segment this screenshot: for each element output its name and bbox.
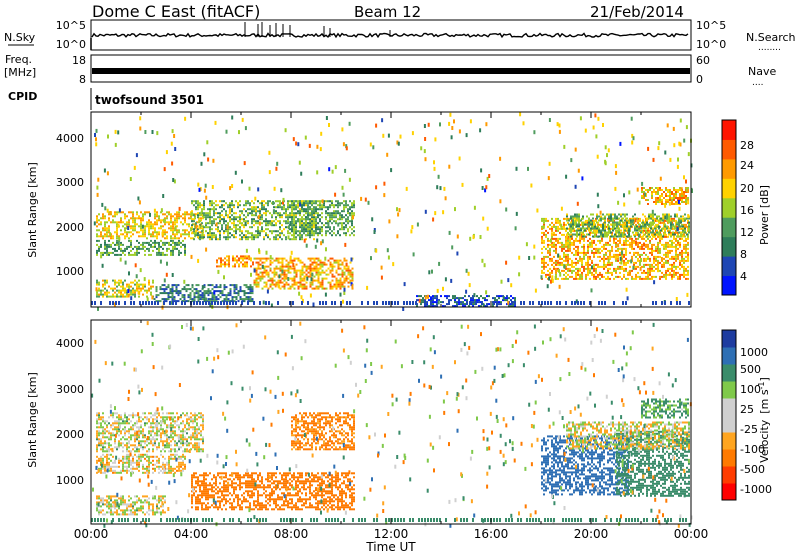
- velocity-data: [91, 321, 693, 528]
- power-cbar-tick-20: 20: [740, 182, 754, 195]
- power-colorbar-ticks: 28 24 20 16 12 8 4: [740, 139, 754, 283]
- beam-title: Beam 12: [354, 3, 421, 21]
- vel-ytick-4000: 4000: [56, 337, 84, 350]
- power-cbar-tick-24: 24: [740, 159, 754, 172]
- vel-cbar-tick-100: 100: [740, 383, 761, 396]
- xaxis-label: Time UT: [365, 540, 416, 554]
- nsearch-label: N.Search: [746, 31, 796, 44]
- nsearch-legend-dots: ........: [758, 43, 781, 53]
- nsky-trace: [90, 22, 689, 50]
- nsearch-tick-bottom: 10^0: [696, 38, 726, 51]
- power-colorbar-label: Power [dB]: [758, 185, 771, 245]
- cpid-program: twofsound 3501: [95, 93, 204, 107]
- power-ytick-4000: 4000: [56, 132, 84, 145]
- power-cbar-tick-28: 28: [740, 139, 754, 152]
- xtick-0400: 04:00: [174, 527, 209, 541]
- vel-cbar-tick-25: 25: [740, 403, 754, 416]
- freq-trace: [92, 68, 690, 74]
- vel-cbar-tick-m500: -500: [740, 463, 765, 476]
- vel-ytick-2000: 2000: [56, 428, 84, 441]
- power-ytick-3000: 3000: [56, 176, 84, 189]
- power-ytick-2000: 2000: [56, 221, 84, 234]
- power-cbar-tick-12: 12: [740, 226, 754, 239]
- power-ytick-1000: 1000: [56, 265, 84, 278]
- freq-tick-bottom: 8: [79, 73, 86, 86]
- freq-tick-top: 18: [72, 54, 86, 67]
- xtick-1600: 16:00: [474, 527, 509, 541]
- xtick-0000: 00:00: [74, 527, 109, 541]
- nsearch-tick-top: 10^5: [696, 19, 726, 32]
- vel-cbar-tick-1000: 1000: [740, 346, 768, 359]
- power-colorbar: [721, 119, 737, 296]
- nave-tick-top: 60: [696, 54, 710, 67]
- nsky-tick-bottom: 10^0: [56, 38, 86, 51]
- nsky-tick-top: 10^5: [56, 19, 86, 32]
- velocity-colorbar: [721, 329, 737, 501]
- vel-ytick-3000: 3000: [56, 383, 84, 396]
- cpid-label: CPID: [8, 90, 37, 103]
- power-cbar-tick-16: 16: [740, 204, 754, 217]
- vel-cbar-tick-m25: -25: [740, 423, 758, 436]
- time-ticks: [90, 112, 692, 524]
- velocity-ylabel: Slant Range [km]: [26, 372, 39, 468]
- vel-cbar-tick-m100: -100: [740, 443, 765, 456]
- velocity-colorbar-ticks: 1000 500 100 25 -25 -100 -500 -1000: [740, 346, 772, 496]
- time-axis: 00:00 04:00 08:00 12:00 16:00 20:00 00:0…: [74, 527, 709, 541]
- xtick-0800: 08:00: [274, 527, 309, 541]
- freq-label: Freq.: [5, 53, 32, 66]
- nsky-label: N.Sky: [4, 31, 36, 44]
- freq-unit-label: [MHz]: [4, 66, 36, 79]
- xtick-1200: 12:00: [374, 527, 409, 541]
- nave-legend-dots: ....: [752, 78, 763, 88]
- vel-cbar-tick-500: 500: [740, 363, 761, 376]
- velocity-y-axis: 4000 3000 2000 1000: [56, 337, 84, 487]
- xtick-2400: 00:00: [674, 527, 709, 541]
- power-cbar-tick-4: 4: [740, 270, 747, 283]
- power-ylabel: Slant Range [km]: [26, 162, 39, 258]
- velocity-colorbar-label: Velocity[m s-1]: [757, 377, 771, 463]
- nave-tick-bottom: 0: [696, 73, 703, 86]
- date-title: 21/Feb/2014: [590, 3, 684, 21]
- xtick-2000: 20:00: [574, 527, 609, 541]
- freq-strip-frame: [90, 54, 692, 83]
- vel-ytick-1000: 1000: [56, 474, 84, 487]
- vel-cbar-tick-m1000: -1000: [740, 483, 772, 496]
- power-cbar-tick-8: 8: [740, 248, 747, 261]
- station-title: Dome C East (fitACF): [92, 2, 260, 21]
- power-y-axis: 4000 3000 2000 1000: [56, 132, 84, 278]
- nave-label: Nave: [748, 65, 776, 78]
- nsky-strip-frame: [90, 19, 692, 51]
- power-data: [91, 112, 693, 311]
